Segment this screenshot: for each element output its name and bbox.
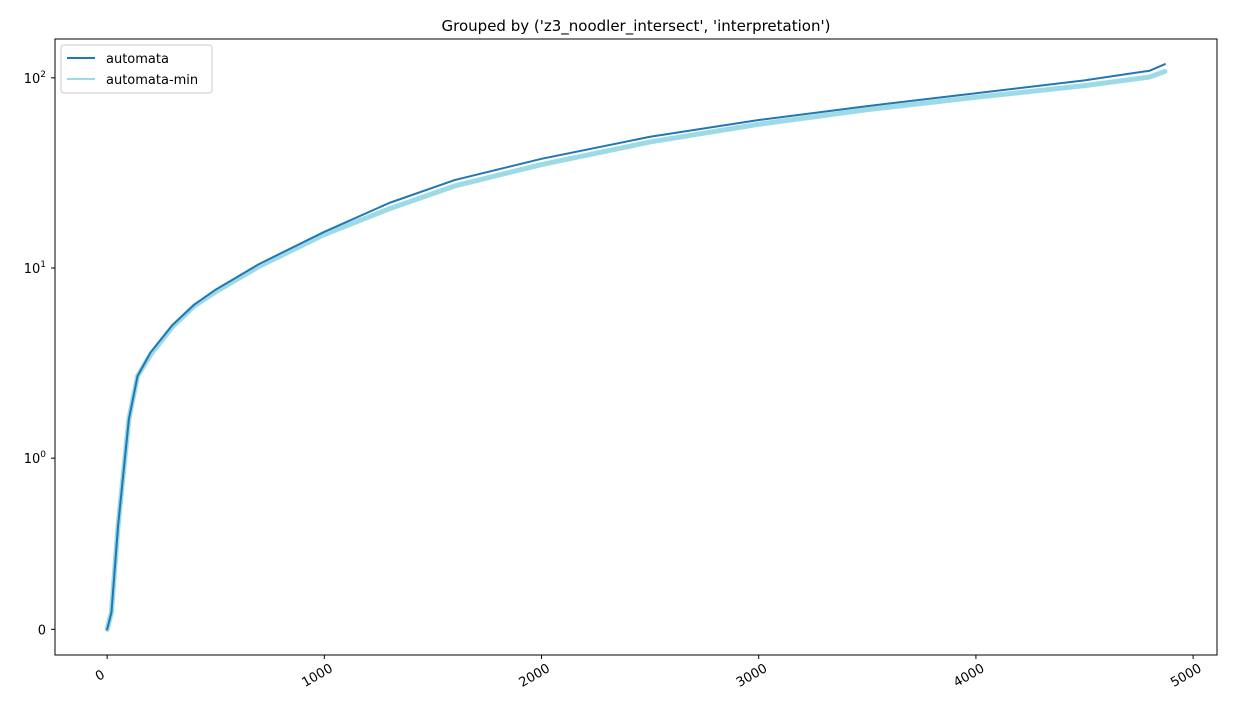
legend-label-automata: automata (106, 52, 169, 67)
axes-frame (54, 38, 1218, 656)
legend: automata automata-min (60, 44, 213, 94)
series-line-automata (106, 63, 1166, 631)
y-axis: 0 100 101 102 (24, 70, 55, 638)
y-tick-label: 0 (38, 623, 46, 638)
y-tick-label: 101 (24, 260, 46, 277)
plot-area (104, 63, 1168, 632)
y-tick-label: 102 (24, 70, 46, 87)
legend-box (60, 44, 213, 94)
legend-label-automata-min: automata-min (106, 73, 198, 88)
y-tick-label: 100 (24, 450, 47, 467)
chart-title: Grouped by ('z3_noodler_intersect', 'int… (442, 17, 831, 36)
